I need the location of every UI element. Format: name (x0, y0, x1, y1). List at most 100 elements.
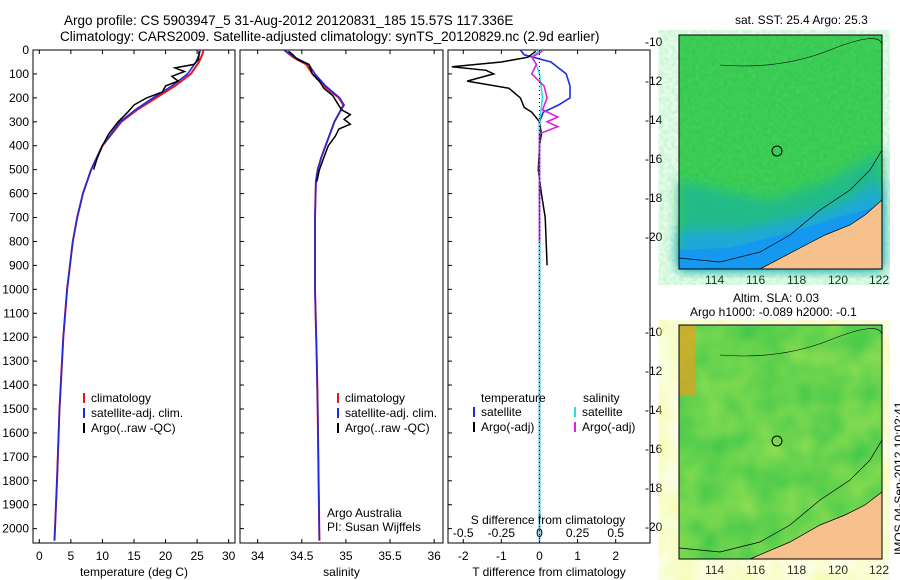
temperature-legend-label: Argo(..raw -QC) (91, 421, 176, 435)
depth-tick-label: 700 (9, 211, 29, 225)
difference-profile-xlabel: T difference from climatology (472, 565, 626, 579)
temperature-profile-satellite-adj-clim--line (53, 49, 202, 541)
difference-profile-t-argo-adj--line (451, 50, 548, 266)
difference-top-xlabel: S difference from climatology (471, 513, 626, 527)
temperature-profile-frame (32, 49, 236, 544)
temperature-profile-xtick-label: 10 (96, 549, 110, 563)
depth-tick-label: 1400 (2, 378, 29, 392)
difference-top-xtick-label: 0 (536, 526, 543, 540)
sst-map (678, 34, 883, 270)
map-bottom-xtick: 120 (828, 563, 848, 577)
difference-salinity-legend-label: satellite (582, 405, 623, 419)
map-top-xtick: 116 (746, 273, 765, 287)
difference-top-xtick-label: 0.25 (566, 526, 590, 540)
depth-tick-label: 1000 (2, 282, 29, 296)
temperature-profile-xtick-label: 15 (127, 549, 141, 563)
map-bottom-xtick: 114 (705, 563, 724, 577)
temperature-profile-xtick-label: 20 (159, 549, 173, 563)
map-bottom-ytick: -16 (645, 442, 663, 456)
depth-tick-label: 1500 (2, 402, 29, 416)
difference-profile-t-satellite-line (519, 49, 571, 541)
temperature-profile-xtick-label: 0 (36, 549, 43, 563)
annotation-line2: PI: Susan Wijffels (327, 520, 421, 534)
map-bottom-xtick: 122 (869, 563, 889, 577)
salinity-legend-label: satellite-adj. clim. (345, 406, 437, 420)
depth-tick-label: 200 (9, 91, 29, 105)
depth-tick-label: 500 (9, 163, 29, 177)
depth-tick-label: 1900 (2, 498, 29, 512)
difference-profile-s-argo-adj--line (530, 50, 560, 242)
temperature-profile-climatology-line (53, 49, 205, 541)
salinity-profile-xtick-label: 36 (427, 549, 441, 563)
header-line1: Argo profile: CS 5903947_5 31-Aug-2012 2… (64, 13, 514, 28)
map-bottom-ytick: -10 (645, 325, 663, 339)
temperature-profile-xtick-label: 30 (222, 549, 236, 563)
salinity-profile-xtick-label: 35.5 (378, 549, 402, 563)
map-top-ytick: -12 (645, 74, 663, 88)
map-bottom-ytick: -18 (645, 481, 663, 495)
salinity-legend-label: climatology (345, 391, 405, 405)
salinity-profile-xlabel: salinity (323, 565, 360, 579)
difference-profile-xtick-label: -1 (496, 549, 507, 563)
header-line2: Climatology: CARS2009. Satellite-adjuste… (60, 29, 600, 44)
difference-profile-xtick-label: 0 (536, 549, 543, 563)
depth-tick-label: 1100 (3, 306, 29, 320)
difference-profile-xtick-label: 1 (574, 549, 581, 563)
depth-tick-label: 600 (9, 187, 29, 201)
difference-salinity-legend-label: Argo(-adj) (582, 420, 635, 434)
salinity-legend-label: Argo(..raw -QC) (345, 421, 430, 435)
difference-profile-xtick-label: 2 (612, 549, 619, 563)
map-top-ytick: -14 (645, 113, 663, 127)
difference-profile-frame (447, 49, 651, 544)
depth-tick-label: 800 (9, 234, 29, 248)
map-bottom-ytick: -12 (645, 364, 663, 378)
map-top-ytick: -18 (645, 191, 663, 205)
depth-tick-label: 1200 (2, 330, 29, 344)
difference-temperature-legend-label: satellite (481, 405, 522, 419)
map-top-ytick: -16 (645, 152, 663, 166)
map-top-xtick: 114 (705, 273, 724, 287)
map-top-ytick: -20 (645, 230, 663, 244)
map-bottom-ytick: -14 (645, 403, 663, 417)
depth-tick-label: 100 (9, 67, 29, 81)
map-top-title: sat. SST: 25.4 Argo: 25.3 (735, 13, 868, 27)
difference-profile-s-satellite-line (530, 49, 544, 541)
sla-map (678, 324, 883, 560)
difference-temperature-legend-label: Argo(-adj) (481, 420, 534, 434)
map-bottom-xtick: 118 (787, 563, 806, 577)
temperature-legend-label: climatology (91, 391, 151, 405)
depth-tick-label: 1700 (2, 450, 29, 464)
depth-tick-label: 0 (22, 43, 29, 57)
map-top-xtick: 122 (869, 273, 889, 287)
depth-tick-label: 300 (9, 115, 29, 129)
salinity-profile-xtick-label: 34.5 (290, 549, 314, 563)
map-bottom-title1: Altim. SLA: 0.03 (733, 291, 820, 305)
map-bottom-title2: Argo h1000: -0.089 h2000: -0.1 (690, 305, 857, 319)
map-top-ytick: -10 (645, 35, 663, 49)
map-bottom-xtick: 116 (746, 563, 765, 577)
difference-top-xtick-label: -0.25 (488, 526, 516, 540)
legend-salinity-heading: salinity (583, 391, 620, 405)
salinity-profile-argo-line (288, 50, 352, 182)
depth-tick-label: 1800 (2, 474, 29, 488)
depth-tick-label: 1300 (2, 354, 29, 368)
difference-top-xtick-label: 0.5 (607, 526, 624, 540)
legend-temperature-heading: temperature (481, 391, 546, 405)
map-top-xtick: 120 (828, 273, 848, 287)
map-bottom-ytick: -20 (645, 520, 663, 534)
annotation-line1: Argo Australia (327, 506, 402, 520)
temperature-profile-argo-line (92, 51, 200, 170)
temperature-profile-xtick-label: 5 (68, 549, 75, 563)
temperature-profile-xtick-label: 25 (190, 549, 204, 563)
salinity-profile-xtick-label: 35 (339, 549, 353, 563)
salinity-profile-xtick-label: 34 (251, 549, 265, 563)
salinity-profile-frame (239, 49, 444, 544)
temperature-profile-xlabel: temperature (deg C) (80, 565, 188, 579)
depth-tick-label: 1600 (2, 426, 29, 440)
timestamp-stamp: IMOS 04-Sep-2012 10:02:41 (892, 401, 900, 555)
depth-tick-label: 2000 (2, 522, 29, 536)
temperature-legend-label: satellite-adj. clim. (91, 406, 183, 420)
depth-tick-label: 400 (9, 139, 29, 153)
salinity-profile-satellite-adj-clim--line (283, 49, 346, 541)
